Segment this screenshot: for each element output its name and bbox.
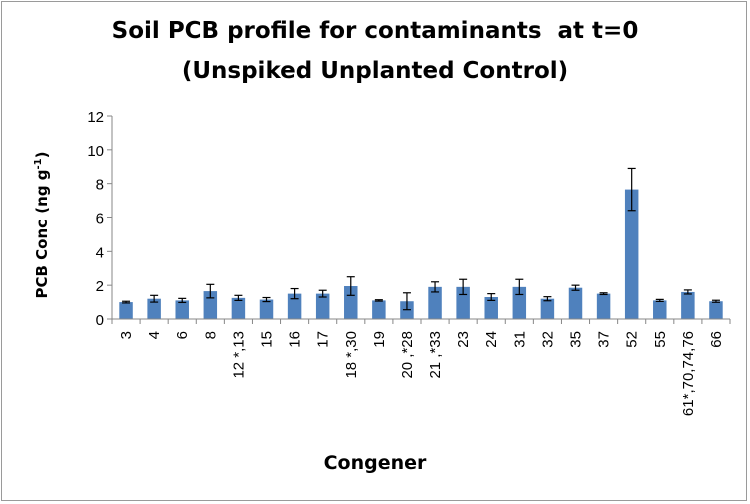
bar xyxy=(568,287,583,319)
x-tick-label: 20 ,*28 xyxy=(399,331,416,379)
bar xyxy=(372,300,386,319)
bar xyxy=(681,291,695,319)
x-tick-label: 3 xyxy=(118,331,135,339)
bar xyxy=(147,298,161,319)
x-tick-label: 23 xyxy=(455,331,472,348)
x-tick-label: 15 xyxy=(259,331,276,348)
bar xyxy=(428,286,442,319)
y-tick-label: 10 xyxy=(87,143,104,160)
y-tick-label: 0 xyxy=(96,312,104,329)
bar xyxy=(175,300,189,319)
x-tick-label: 66 xyxy=(708,331,725,348)
y-tick-label: 4 xyxy=(96,244,104,261)
x-tick-label: 55 xyxy=(652,331,669,348)
x-tick-label: 4 xyxy=(146,331,163,339)
bar xyxy=(119,302,133,319)
bar xyxy=(315,293,330,319)
chart-title: Soil PCB profile for contaminants at t=0 xyxy=(111,18,639,44)
x-tick-label: 18 *,30 xyxy=(343,331,360,379)
y-tick-label: 8 xyxy=(96,177,104,194)
bar xyxy=(624,189,639,319)
bar xyxy=(653,300,667,319)
x-tick-label: 24 xyxy=(483,331,500,348)
x-tick-label: 61*,70,74,76 xyxy=(680,331,697,416)
x-tick-label: 31 xyxy=(511,331,528,348)
y-tick-label: 6 xyxy=(96,211,104,228)
x-axis-label: Congener xyxy=(323,452,427,474)
x-tick-label: 21 ,*33 xyxy=(427,331,444,379)
x-tick-label: 8 xyxy=(202,331,219,339)
y-tick-label: 12 xyxy=(87,109,104,126)
x-tick-label: 12 *,13 xyxy=(230,331,247,379)
x-tick-label: 19 xyxy=(371,331,388,348)
chart-subtitle: (Unspiked Unplanted Control) xyxy=(181,58,569,84)
x-tick-label: 32 xyxy=(539,331,556,348)
x-tick-label: 6 xyxy=(174,331,191,339)
x-tick-label: 52 xyxy=(624,331,641,348)
bar xyxy=(259,299,274,319)
x-tick-label: 16 xyxy=(287,331,304,348)
bar xyxy=(231,297,246,319)
x-tick-label: 35 xyxy=(568,331,585,348)
bar xyxy=(540,298,555,319)
y-tick-label: 2 xyxy=(96,278,104,295)
bar xyxy=(344,286,358,319)
bar xyxy=(709,301,723,319)
bar xyxy=(484,297,498,319)
bar xyxy=(596,293,611,319)
x-tick-label: 17 xyxy=(315,331,332,348)
bar xyxy=(287,293,302,319)
x-tick-label: 37 xyxy=(596,331,613,348)
